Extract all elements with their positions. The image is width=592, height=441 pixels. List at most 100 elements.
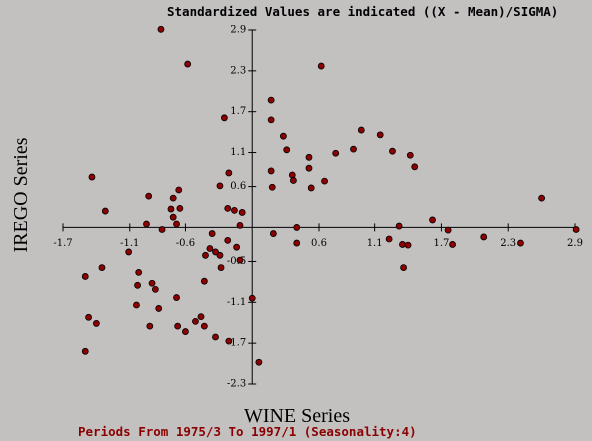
point xyxy=(248,294,256,302)
point xyxy=(238,209,246,216)
point xyxy=(385,235,393,243)
point xyxy=(267,96,275,104)
point xyxy=(158,226,166,233)
point xyxy=(145,192,153,200)
point xyxy=(216,251,224,259)
footnote: Periods From 1975/3 To 1997/1 (Seasonali… xyxy=(78,424,417,439)
point xyxy=(92,320,100,327)
x-tick-label: -1.1 xyxy=(120,238,139,249)
point xyxy=(212,333,219,341)
point xyxy=(224,204,232,212)
point xyxy=(125,248,133,256)
point xyxy=(321,177,328,185)
y-tick-label: -0.5 xyxy=(227,256,246,267)
x-tick-label: 1.7 xyxy=(433,238,449,249)
point xyxy=(289,177,297,184)
point xyxy=(517,239,524,247)
x-tick-label: -1.7 xyxy=(53,238,72,249)
point xyxy=(279,132,287,140)
point xyxy=(411,163,419,171)
point xyxy=(538,194,546,202)
point xyxy=(236,221,244,229)
point xyxy=(376,131,384,139)
point xyxy=(206,245,214,252)
point xyxy=(197,313,205,321)
point xyxy=(81,273,89,280)
point xyxy=(174,322,182,330)
point xyxy=(220,114,228,122)
point xyxy=(217,264,225,271)
point xyxy=(449,241,456,248)
point xyxy=(225,169,233,177)
point xyxy=(269,230,277,237)
point xyxy=(200,322,208,330)
point xyxy=(175,186,183,194)
point xyxy=(293,224,301,231)
point xyxy=(305,153,313,161)
point xyxy=(169,194,177,202)
point xyxy=(157,25,165,33)
point xyxy=(255,358,263,366)
point xyxy=(173,294,180,301)
point xyxy=(88,173,96,181)
y-tick-label: -1.1 xyxy=(227,297,246,308)
point xyxy=(101,207,109,215)
point xyxy=(200,277,208,285)
y-axis-label: IREGO Series xyxy=(10,137,32,252)
point xyxy=(167,205,175,213)
point xyxy=(293,239,301,247)
point xyxy=(389,147,396,155)
point xyxy=(202,251,209,259)
point xyxy=(151,285,159,293)
point xyxy=(169,213,177,221)
y-tick-label: 2.9 xyxy=(230,25,246,36)
point xyxy=(176,204,184,212)
point xyxy=(184,60,192,68)
point xyxy=(81,347,89,355)
point xyxy=(134,281,141,289)
point xyxy=(146,322,154,330)
point xyxy=(155,305,163,312)
y-tick-label: -2.3 xyxy=(227,379,246,390)
chart-title: Standardized Values are indicated ((X - … xyxy=(167,4,558,19)
point xyxy=(404,241,412,249)
point xyxy=(350,145,357,153)
y-tick-label: 1.1 xyxy=(230,147,246,158)
point xyxy=(307,184,315,192)
point xyxy=(143,220,150,228)
point xyxy=(148,279,156,287)
point xyxy=(305,164,313,172)
x-tick-label: 2.9 xyxy=(567,238,583,249)
point xyxy=(231,207,238,214)
point xyxy=(192,317,199,325)
point xyxy=(317,62,325,70)
point xyxy=(85,313,92,321)
point xyxy=(357,126,365,134)
y-tick-label: 0.6 xyxy=(230,181,246,192)
point xyxy=(216,182,224,190)
point xyxy=(400,264,407,271)
point xyxy=(267,116,275,124)
point xyxy=(212,248,219,256)
point xyxy=(572,226,580,233)
point xyxy=(429,216,436,224)
y-tick-label: -1.7 xyxy=(227,338,246,349)
point xyxy=(182,328,189,335)
x-tick-label: 2.3 xyxy=(500,238,516,249)
point xyxy=(480,233,488,241)
x-tick-label: 1.1 xyxy=(367,238,383,249)
point xyxy=(267,167,275,175)
x-tick-label: 0.6 xyxy=(311,238,327,249)
x-axis-label: WINE Series xyxy=(244,405,350,427)
point xyxy=(444,226,452,234)
point xyxy=(399,241,406,248)
point xyxy=(98,264,106,271)
point xyxy=(224,236,232,244)
y-tick-label: 2.3 xyxy=(230,65,246,76)
point xyxy=(332,149,340,157)
point xyxy=(233,243,241,251)
point xyxy=(173,220,180,228)
point xyxy=(208,230,216,237)
point xyxy=(236,256,244,264)
